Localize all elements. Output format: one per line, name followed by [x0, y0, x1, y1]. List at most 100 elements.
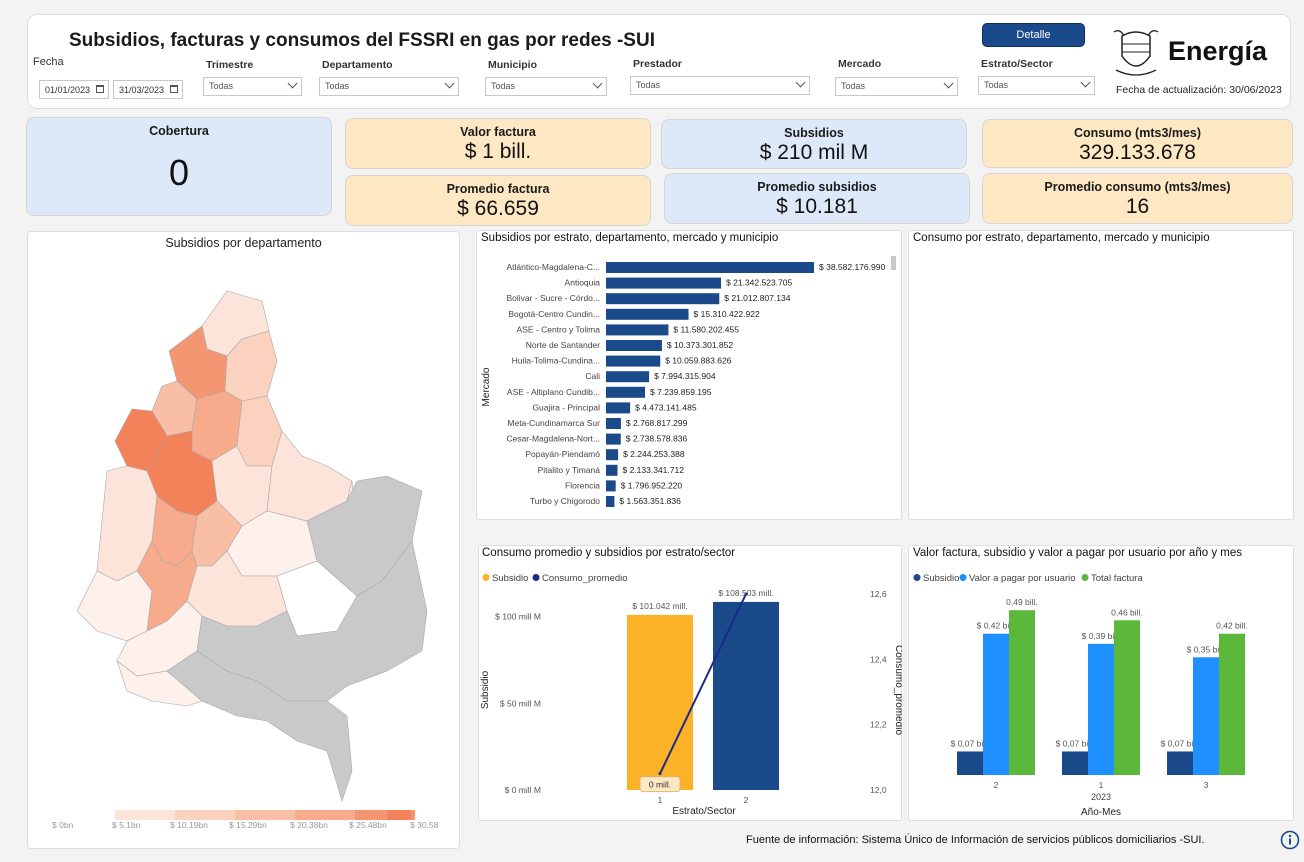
data-label: $ 0,07 bill.: [1056, 738, 1095, 748]
data-label: $ 1.563.351.836: [619, 496, 681, 506]
calendar-icon[interactable]: [170, 85, 178, 93]
bar[interactable]: [606, 386, 646, 398]
bar[interactable]: [606, 496, 615, 507]
brand-text: Energía: [1168, 36, 1268, 66]
legend-swatch: [115, 810, 175, 820]
bar[interactable]: [606, 277, 722, 289]
colombia-map[interactable]: $ 0bn $ 5.1bn $ 10.19bn $ 15.29bn $ 20.3…: [27, 231, 460, 849]
map-region[interactable]: [166, 650, 353, 802]
subsidios-bar-chart: Mercado Atlántico-Magdalena-C... $ 38.582…: [481, 256, 896, 507]
line-point[interactable]: [744, 592, 748, 596]
chevron-down-icon: [1080, 77, 1091, 88]
bar[interactable]: [1167, 751, 1193, 775]
kpi-label: Cobertura: [149, 124, 209, 138]
departamento-dropdown[interactable]: Todas: [319, 77, 459, 96]
bar[interactable]: [606, 464, 618, 476]
kpi-promedio-factura: Promedio factura $ 66.659: [345, 175, 651, 226]
category-label: ASE - Altiplano Cundib...: [507, 387, 600, 397]
trimestre-dropdown[interactable]: Todas: [203, 77, 302, 96]
data-label: $ 2.738.578.836: [626, 434, 688, 444]
data-label: $ 0,39 bill.: [1082, 631, 1121, 641]
municipio-dropdown[interactable]: Todas: [485, 77, 607, 96]
bar[interactable]: [1009, 610, 1035, 775]
bar[interactable]: [606, 433, 621, 445]
bar[interactable]: [606, 355, 661, 367]
detalle-button[interactable]: Detalle: [982, 23, 1085, 47]
calendar-icon[interactable]: [96, 85, 104, 93]
map-legend: $ 0bn $ 5.1bn $ 10.19bn $ 15.29bn $ 20.3…: [52, 810, 439, 830]
bar[interactable]: [606, 418, 621, 429]
kpi-promedio-consumo: Promedio consumo (mts3/mes) 16: [982, 173, 1293, 224]
dropdown-value: Todas: [325, 81, 350, 91]
bar[interactable]: [713, 601, 779, 790]
map-region[interactable]: [76, 570, 153, 642]
kpi-value: 329.133.678: [1079, 141, 1196, 164]
scrollbar[interactable]: [891, 256, 896, 270]
info-icon[interactable]: [1280, 830, 1300, 850]
kpi-promedio-subsidios: Promedio subsidios $ 10.181: [664, 173, 970, 224]
legend-swatch: [235, 810, 295, 820]
bar[interactable]: [606, 293, 720, 305]
kpi-value: $ 10.181: [776, 195, 858, 218]
consumo-chart-title: Consumo por estrato, departamento, merca…: [913, 232, 1210, 244]
data-label: $ 7.239.859.195: [650, 387, 712, 397]
bar[interactable]: [983, 633, 1009, 775]
bar[interactable]: [1219, 633, 1245, 775]
bar[interactable]: [1114, 620, 1140, 775]
data-label: 0,49 bill.: [1006, 597, 1038, 607]
date-to-input[interactable]: 31/03/2023: [113, 80, 183, 99]
category-label: Huila-Tolima-Cundina...: [512, 356, 600, 366]
map-region[interactable]: [116, 660, 203, 707]
bar[interactable]: [1193, 657, 1219, 775]
dropdown-value: Todas: [636, 80, 661, 90]
prestador-dropdown[interactable]: Todas: [630, 76, 810, 95]
data-label: $ 11.580.202.455: [673, 324, 739, 334]
chevron-down-icon: [592, 78, 603, 89]
fecha-label: Fecha: [33, 56, 64, 68]
update-date: Fecha de actualización: 30/06/2023: [1116, 84, 1282, 96]
y-tick-label: $ 100 mill M: [495, 612, 541, 622]
data-label: $ 1.796.952.220: [621, 480, 683, 490]
bar[interactable]: [1062, 751, 1088, 775]
mercado-dropdown[interactable]: Todas: [835, 77, 958, 96]
x-tick-label: 1: [658, 795, 663, 805]
bar[interactable]: [606, 262, 814, 273]
category-label: Cali: [585, 371, 600, 381]
y2-tick-label: 12,4: [870, 654, 887, 664]
map-title: Subsidios por departamento: [165, 236, 322, 250]
x-tick-label: 3: [1204, 780, 1209, 790]
consumo-chart-panel: [908, 230, 1294, 520]
coat-of-arms-logo: [1113, 30, 1159, 76]
legend-swatch: [175, 810, 235, 820]
x-axis-title: Estrato/Sector: [672, 806, 736, 817]
estrato-dropdown[interactable]: Todas: [978, 76, 1095, 95]
year-label: 2023: [1091, 792, 1111, 802]
legend-label: Subsidio: [923, 573, 959, 584]
bar[interactable]: [606, 308, 689, 320]
kpi-value: 0: [168, 152, 190, 193]
category-label: ASE - Centro y Tolima: [517, 324, 601, 334]
legend-dot: [1081, 574, 1089, 581]
consumo-line[interactable]: [659, 593, 747, 775]
kpi-label: Promedio consumo (mts3/mes): [1044, 180, 1231, 194]
date-from-input[interactable]: 01/01/2023: [39, 80, 109, 99]
bar[interactable]: [957, 751, 983, 775]
kpi-label: Subsidios: [784, 126, 844, 140]
bar[interactable]: [606, 480, 616, 492]
bar[interactable]: [606, 402, 631, 414]
bar[interactable]: [606, 340, 662, 351]
bar[interactable]: [606, 449, 619, 461]
kpi-label: Consumo (mts3/mes): [1073, 126, 1202, 140]
filter-label-departamento: Departamento: [322, 59, 393, 71]
data-label: $ 0,35 bill.: [1187, 644, 1226, 654]
category-label: Norte de Santander: [526, 340, 600, 350]
bar[interactable]: [606, 324, 669, 336]
line-point[interactable]: [658, 772, 662, 776]
bar[interactable]: [627, 614, 693, 790]
filter-label-mercado: Mercado: [838, 58, 882, 70]
kpi-valor-factura: Valor factura $ 1 bill.: [345, 118, 651, 169]
bar[interactable]: [606, 371, 650, 383]
page-title: Subsidios, facturas y consumos del FSSRI…: [69, 30, 655, 51]
legend-label: $ 25.48bn: [349, 820, 387, 830]
bar[interactable]: [1088, 643, 1114, 775]
